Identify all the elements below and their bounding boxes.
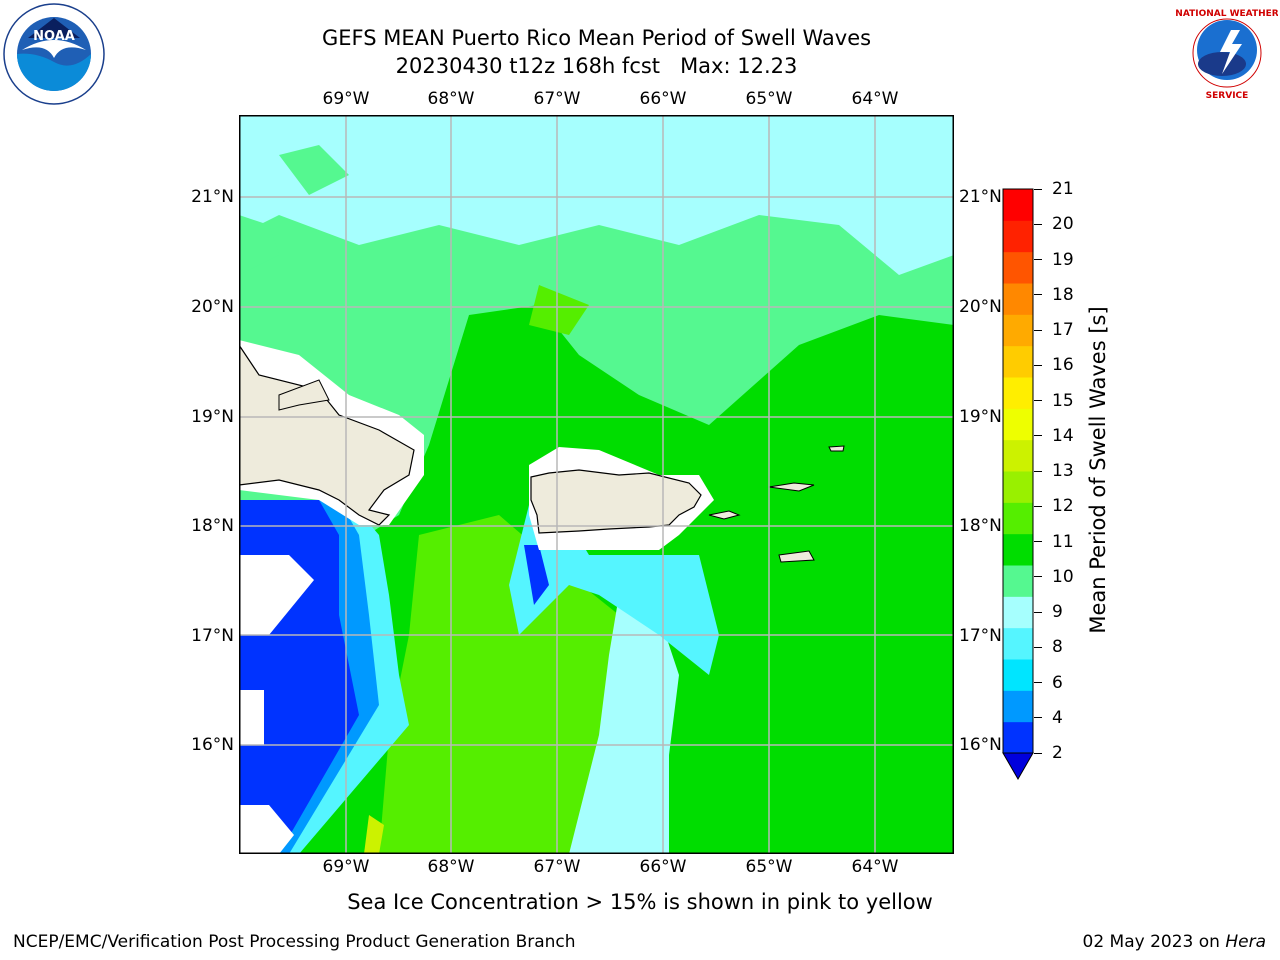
lat-label-left: 16°N: [191, 735, 234, 755]
chart-subtitle: 20230430 t12z 168h fcst Max: 12.23: [395, 54, 798, 78]
svg-text:NOAA: NOAA: [33, 29, 75, 44]
colorbar-tick-mark: [1034, 541, 1042, 542]
colorbar-tick-mark: [1034, 611, 1042, 613]
lon-label-top: 68°W: [427, 89, 475, 109]
colorbar-tick-mark: [1034, 223, 1042, 225]
footer-branch: NCEP/EMC/Verification Post Processing Pr…: [13, 932, 576, 952]
colorbar-segment: [1003, 189, 1033, 221]
colorbar-tick-mark: [1034, 329, 1042, 331]
lat-label-left: 18°N: [191, 516, 234, 536]
colorbar-tick-label: 12: [1052, 496, 1074, 517]
lat-label-left: 20°N: [191, 297, 234, 317]
colorbar-segment: [1003, 565, 1033, 597]
svg-text:NATIONAL WEATHER: NATIONAL WEATHER: [1176, 9, 1278, 19]
lon-label-bottom: 64°W: [851, 857, 899, 877]
colorbar-tick-mark: [1034, 752, 1042, 754]
lon-label-bottom: 66°W: [639, 857, 687, 877]
lat-label-right: 16°N: [959, 735, 1002, 755]
lat-label-left: 17°N: [191, 626, 234, 646]
colorbar-tick-label: 20: [1052, 214, 1074, 235]
footer-date: 02 May 2023 on Hera: [1083, 932, 1267, 952]
colorbar-tick-mark: [1034, 400, 1042, 401]
lon-label-bottom: 65°W: [745, 857, 793, 877]
colorbar-tick-mark: [1034, 435, 1042, 437]
map-panel: [238, 115, 954, 854]
colorbar-tick-label: 19: [1052, 249, 1074, 270]
lat-label-right: 19°N: [959, 407, 1002, 427]
footer-machine: Hera: [1225, 932, 1266, 952]
lat-label-left: 19°N: [191, 407, 234, 427]
noaa-logo: NOAA: [2, 2, 106, 106]
colorbar-frame: [1002, 188, 1034, 754]
colorbar-tick-mark: [1034, 294, 1042, 296]
colorbar-segment: [1003, 471, 1033, 503]
lon-label-top: 67°W: [533, 89, 581, 109]
colorbar-tick-label: 13: [1052, 461, 1074, 481]
colorbar-segment: [1003, 377, 1033, 409]
svg-text:SERVICE: SERVICE: [1206, 91, 1249, 101]
lon-label-top: 66°W: [639, 89, 687, 109]
nws-logo: NATIONAL WEATHER SERVICE: [1175, 2, 1279, 104]
colorbar-segment: [1003, 220, 1033, 253]
colorbar-tick-label: 9: [1052, 602, 1063, 622]
colorbar-segment: [1003, 627, 1033, 660]
colorbar-tick-label: 14: [1052, 425, 1074, 446]
colorbar-tick-label: 18: [1052, 284, 1074, 305]
lon-label-bottom: 68°W: [427, 857, 475, 877]
colorbar-tick-mark: [1034, 717, 1042, 719]
chart-title: GEFS MEAN Puerto Rico Mean Period of Swe…: [321, 26, 872, 50]
colorbar: [1001, 187, 1035, 783]
colorbar-tick-label: 10: [1052, 566, 1074, 587]
lon-label-top: 65°W: [745, 89, 793, 109]
colorbar-extend-arrow: [1002, 752, 1034, 781]
colorbar-tick-label: 11: [1052, 531, 1074, 552]
footer-date-text: 02 May 2023 on: [1082, 932, 1226, 952]
lat-label-right: 17°N: [959, 626, 1002, 646]
lat-label-right: 18°N: [959, 516, 1002, 536]
colorbar-tick-label: 6: [1052, 672, 1063, 693]
colorbar-segment: [1003, 690, 1033, 723]
colorbar-tick-label: 21: [1052, 179, 1074, 199]
colorbar-tick-label: 15: [1052, 390, 1074, 411]
colorbar-segment: [1003, 502, 1033, 535]
colorbar-label: Mean Period of Swell Waves [s]: [1086, 306, 1110, 634]
colorbar-segment: [1003, 533, 1033, 566]
colorbar-tick-mark: [1034, 505, 1042, 507]
colorbar-tick-mark: [1034, 470, 1042, 472]
colorbar-segment: [1003, 345, 1033, 378]
colorbar-segment: [1003, 721, 1033, 754]
colorbar-tick-label: 4: [1052, 707, 1063, 728]
lat-label-left: 21°N: [191, 187, 234, 207]
sea-ice-caption: Sea Ice Concentration > 15% is shown in …: [347, 890, 933, 914]
colorbar-tick-label: 17: [1052, 320, 1074, 340]
lat-label-right: 21°N: [959, 187, 1002, 207]
colorbar-tick-label: 8: [1052, 637, 1063, 658]
lon-label-top: 64°W: [851, 89, 899, 109]
colorbar-segment: [1003, 283, 1033, 315]
colorbar-segment: [1003, 596, 1033, 629]
colorbar-tick-mark: [1034, 188, 1042, 190]
colorbar-segment: [1003, 408, 1033, 441]
colorbar-tick-label: 16: [1052, 355, 1074, 376]
lon-label-top: 69°W: [322, 89, 370, 109]
colorbar-tick-mark: [1034, 576, 1042, 578]
lat-label-right: 20°N: [959, 297, 1002, 317]
colorbar-tick-mark: [1034, 646, 1042, 648]
colorbar-segment: [1003, 659, 1033, 691]
colorbar-tick-mark: [1034, 682, 1042, 683]
colorbar-segment: [1003, 314, 1033, 347]
colorbar-segment: [1003, 251, 1033, 284]
colorbar-tick-label: 2: [1052, 743, 1063, 763]
lon-label-bottom: 67°W: [533, 857, 581, 877]
colorbar-tick-mark: [1034, 259, 1042, 260]
colorbar-segment: [1003, 439, 1033, 472]
lon-label-bottom: 69°W: [322, 857, 370, 877]
colorbar-tick-mark: [1034, 364, 1042, 366]
swell-period-map: [238, 115, 954, 854]
